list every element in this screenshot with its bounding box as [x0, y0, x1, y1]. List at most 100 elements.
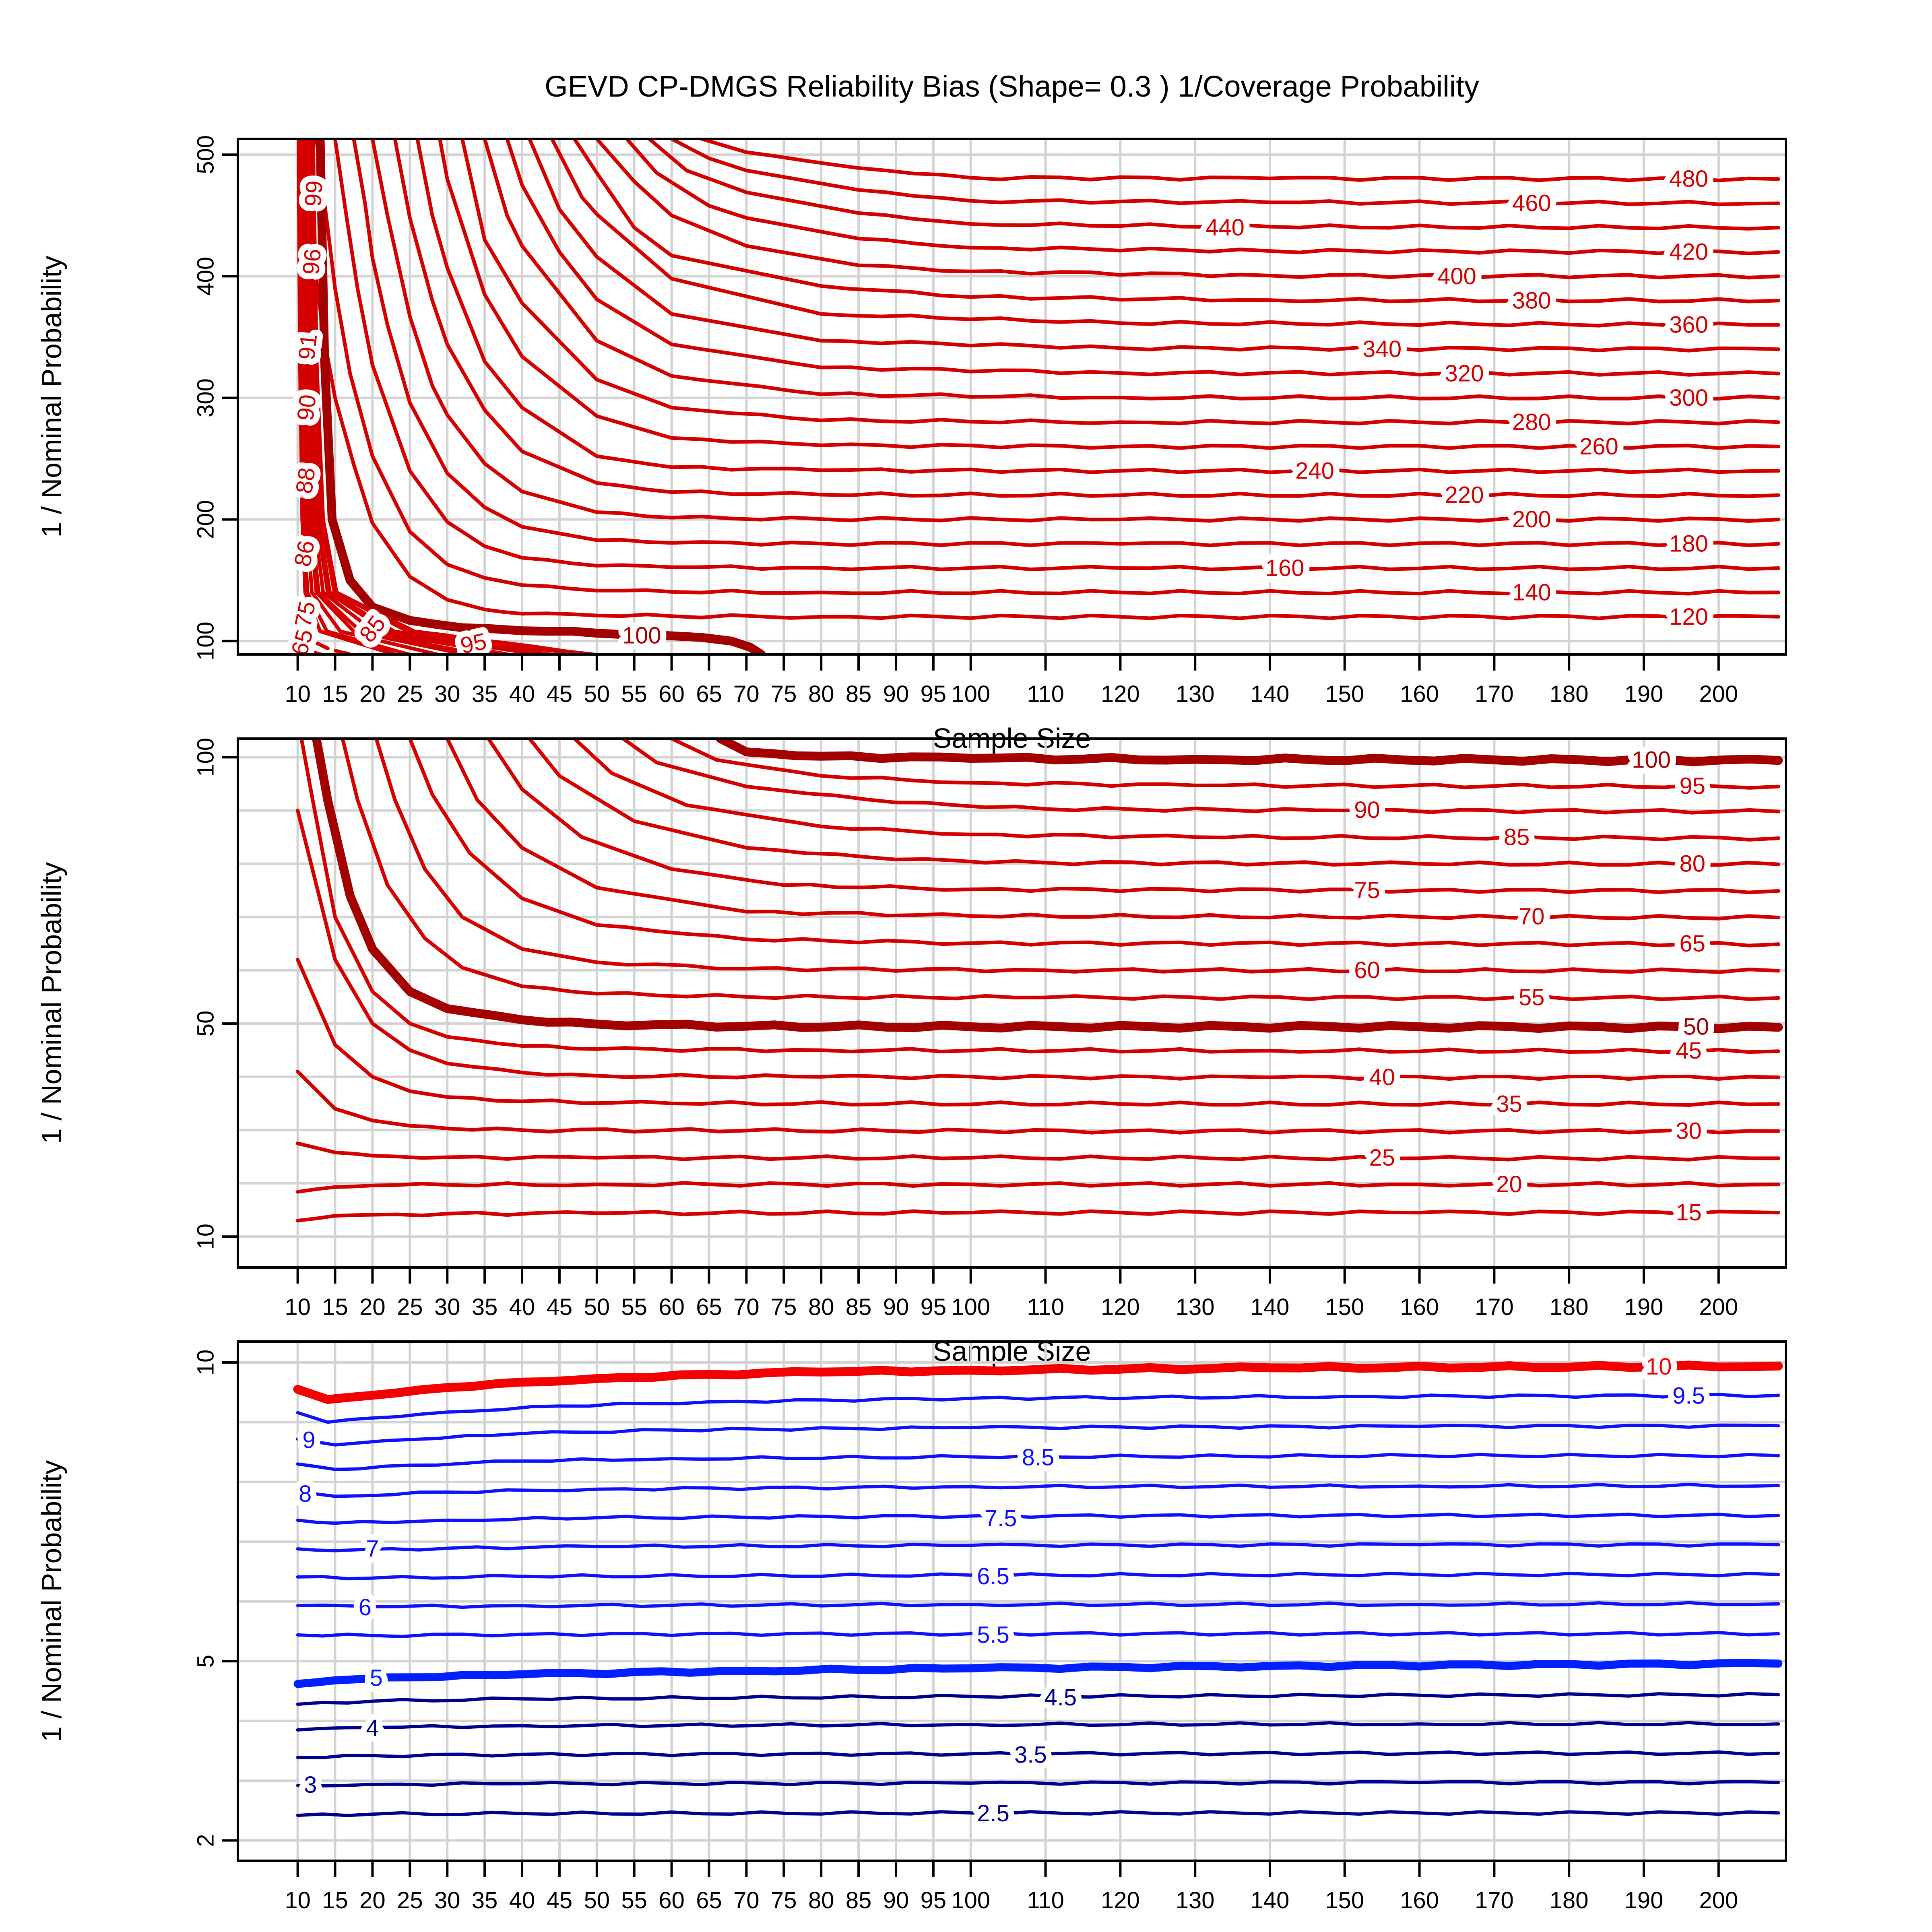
svg-text:50: 50 — [584, 1887, 610, 1913]
svg-text:45: 45 — [547, 1887, 573, 1913]
svg-text:99: 99 — [300, 180, 328, 208]
svg-text:50: 50 — [1683, 1013, 1709, 1040]
svg-text:100: 100 — [622, 623, 661, 649]
svg-text:9: 9 — [302, 1427, 315, 1453]
svg-text:25: 25 — [397, 681, 423, 707]
svg-text:190: 190 — [1624, 681, 1664, 707]
svg-text:30: 30 — [434, 681, 460, 707]
svg-text:85: 85 — [846, 1887, 872, 1913]
svg-text:180: 180 — [1669, 531, 1708, 557]
svg-text:95: 95 — [921, 1887, 947, 1913]
svg-text:55: 55 — [621, 681, 647, 707]
svg-text:70: 70 — [733, 1294, 760, 1320]
svg-text:240: 240 — [1295, 458, 1334, 484]
svg-text:60: 60 — [658, 681, 685, 707]
svg-text:55: 55 — [621, 1887, 647, 1913]
svg-text:65: 65 — [696, 1294, 722, 1320]
svg-text:80: 80 — [808, 1294, 834, 1320]
svg-text:190: 190 — [1624, 1887, 1664, 1913]
svg-text:400: 400 — [1437, 263, 1476, 289]
figure-title: GEVD CP-DMGS Reliability Bias (Shape= 0.… — [545, 70, 1479, 103]
svg-text:35: 35 — [472, 1294, 498, 1320]
svg-text:180: 180 — [1550, 1294, 1589, 1320]
svg-text:75: 75 — [771, 1294, 797, 1320]
svg-text:140: 140 — [1251, 1887, 1290, 1913]
svg-text:8.5: 8.5 — [1022, 1444, 1055, 1470]
svg-text:90: 90 — [292, 393, 321, 422]
svg-text:25: 25 — [397, 1887, 423, 1913]
svg-text:45: 45 — [547, 681, 573, 707]
svg-text:30: 30 — [434, 1294, 460, 1320]
svg-text:160: 160 — [1400, 1294, 1439, 1320]
svg-text:220: 220 — [1445, 482, 1484, 508]
svg-text:160: 160 — [1400, 1887, 1439, 1913]
svg-text:96: 96 — [298, 248, 326, 276]
svg-text:180: 180 — [1550, 1887, 1589, 1913]
svg-text:3: 3 — [304, 1772, 317, 1798]
svg-text:80: 80 — [1679, 850, 1705, 877]
svg-text:340: 340 — [1362, 336, 1402, 362]
svg-text:2: 2 — [193, 1834, 219, 1847]
svg-text:15: 15 — [1676, 1199, 1702, 1226]
svg-text:4: 4 — [366, 1715, 379, 1741]
svg-text:70: 70 — [1519, 903, 1545, 929]
svg-text:420: 420 — [1669, 239, 1708, 265]
svg-text:90: 90 — [883, 1294, 909, 1320]
svg-text:140: 140 — [1251, 681, 1290, 707]
svg-text:360: 360 — [1669, 312, 1708, 338]
svg-text:100: 100 — [193, 621, 219, 661]
svg-text:80: 80 — [808, 1887, 834, 1913]
svg-text:45: 45 — [1676, 1038, 1702, 1064]
svg-text:55: 55 — [621, 1294, 647, 1320]
svg-text:1 / Nominal Probability: 1 / Nominal Probability — [36, 256, 67, 537]
contour-lines-bottom: 109.5 9 8.5 8 7.5 7 6.5 6 5.5 5 4.5 4 3.5 3 2.5 — [293, 1348, 1783, 1833]
svg-text:200: 200 — [1699, 681, 1738, 707]
svg-text:40: 40 — [509, 1294, 535, 1320]
svg-text:85: 85 — [846, 1294, 872, 1320]
svg-text:300: 300 — [1669, 385, 1708, 411]
svg-text:110: 110 — [1027, 1887, 1064, 1913]
svg-text:100: 100 — [1632, 747, 1671, 773]
svg-text:50: 50 — [193, 1011, 219, 1037]
svg-text:280: 280 — [1512, 409, 1551, 435]
contour-lines-top: 480 460 440 420 400 380 360 340 320 300 280 260 240 2… — [280, 139, 1780, 654]
svg-text:60: 60 — [658, 1887, 685, 1913]
svg-text:20: 20 — [1496, 1171, 1522, 1197]
svg-text:120: 120 — [1101, 1294, 1140, 1320]
svg-text:20: 20 — [359, 1887, 386, 1913]
svg-text:200: 200 — [193, 500, 219, 539]
svg-text:88: 88 — [291, 466, 320, 495]
svg-text:160: 160 — [1400, 681, 1439, 707]
svg-text:10: 10 — [285, 681, 311, 707]
svg-text:5: 5 — [370, 1665, 383, 1691]
svg-text:50: 50 — [584, 681, 610, 707]
svg-text:100: 100 — [951, 1294, 990, 1320]
svg-text:6: 6 — [359, 1594, 372, 1620]
svg-text:10: 10 — [193, 1350, 219, 1376]
svg-text:Sample Size: Sample Size — [933, 1929, 1091, 1932]
svg-text:55: 55 — [1519, 985, 1545, 1011]
svg-text:85: 85 — [846, 681, 872, 707]
svg-text:40: 40 — [1369, 1064, 1395, 1090]
svg-text:140: 140 — [1251, 1294, 1290, 1320]
svg-text:4.5: 4.5 — [1044, 1684, 1077, 1711]
svg-text:160: 160 — [1265, 555, 1305, 581]
svg-text:130: 130 — [1176, 1294, 1215, 1320]
svg-text:120: 120 — [1101, 1887, 1140, 1913]
svg-text:5.5: 5.5 — [977, 1622, 1009, 1648]
svg-text:91: 91 — [293, 332, 322, 361]
svg-text:35: 35 — [472, 1887, 498, 1913]
svg-text:7.5: 7.5 — [985, 1505, 1017, 1532]
panel-bottom: 109.598.587.576.565.554.543.532.510 15 20 2… — [36, 1340, 1787, 1932]
svg-text:130: 130 — [1176, 681, 1215, 707]
svg-text:200: 200 — [1699, 1294, 1738, 1320]
svg-text:85: 85 — [1504, 824, 1530, 850]
svg-text:9.5: 9.5 — [1672, 1383, 1705, 1409]
svg-text:3.5: 3.5 — [1014, 1742, 1047, 1768]
svg-text:95: 95 — [1679, 773, 1705, 799]
svg-text:440: 440 — [1205, 215, 1245, 241]
